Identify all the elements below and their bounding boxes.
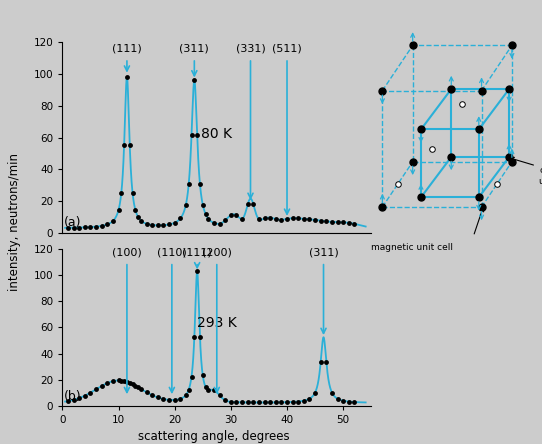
Text: intensity, neutrons/min: intensity, neutrons/min (8, 153, 21, 291)
Text: (111): (111) (182, 248, 212, 258)
Text: (b): (b) (64, 390, 81, 403)
Text: magnetic unit cell: magnetic unit cell (371, 242, 453, 252)
Text: (110): (110) (157, 248, 187, 258)
Text: chemical
unit cell: chemical unit cell (539, 166, 542, 186)
Text: (a): (a) (64, 216, 81, 229)
Text: (331): (331) (236, 44, 266, 53)
Text: scattering angle, degrees: scattering angle, degrees (138, 429, 290, 443)
Text: (111): (111) (112, 44, 142, 53)
Text: (100): (100) (112, 248, 142, 258)
Text: 293 K: 293 K (197, 317, 237, 330)
Text: (200): (200) (202, 248, 232, 258)
Text: (311): (311) (308, 248, 338, 258)
Text: (311): (311) (179, 44, 209, 53)
Text: (511): (511) (272, 44, 302, 53)
Text: 80 K: 80 K (201, 127, 233, 141)
